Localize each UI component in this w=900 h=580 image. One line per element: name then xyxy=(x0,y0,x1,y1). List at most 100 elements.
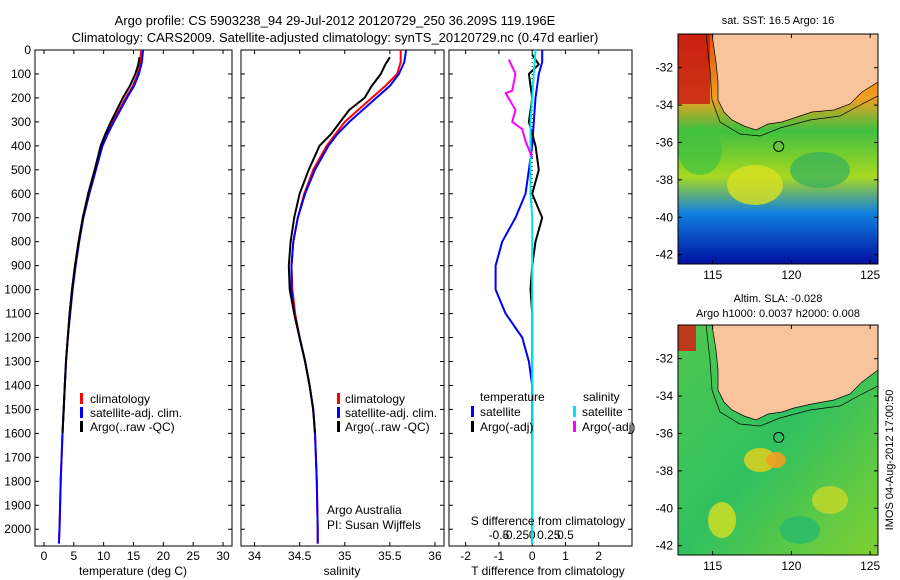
land-mass xyxy=(711,325,878,421)
x-tick-label: 36 xyxy=(428,549,442,563)
shelf-contour xyxy=(705,325,878,427)
map-y-tick-label: -40 xyxy=(656,501,674,515)
legend-label-satellite: satellite-adj. clim. xyxy=(345,406,437,420)
series-line-argo-raw-qc xyxy=(61,57,141,434)
legend-label-t-argo: Argo(-adj) xyxy=(480,420,533,434)
x-tick-label: 35.5 xyxy=(378,549,402,563)
x-tick-label: -1 xyxy=(494,549,505,563)
legend-label-argo: Argo(..raw -QC) xyxy=(345,420,430,434)
series-line-argo-raw-qc xyxy=(287,56,391,434)
y-tick-label: 2000 xyxy=(4,522,31,536)
y-tick-label: 200 xyxy=(11,91,31,105)
y-tick-label: 1500 xyxy=(4,402,31,416)
s-tick-label: -0.5 xyxy=(489,528,510,542)
x-tick-label: 25 xyxy=(187,549,201,563)
legend-label-s-satellite: satellite xyxy=(582,405,623,419)
sla-patch-teal xyxy=(780,516,820,544)
y-tick-label: 1800 xyxy=(4,474,31,488)
legend-label-t-satellite: satellite xyxy=(480,405,521,419)
legend-swatch-climatology xyxy=(337,393,340,404)
map-x-tick-label: 115 xyxy=(703,559,722,573)
legend-swatch-satellite xyxy=(80,407,83,418)
x-tick-label: 34.5 xyxy=(288,549,312,563)
series-line-temperature-satellite xyxy=(494,50,544,544)
sla-map-x-ticks: 115 120 125 xyxy=(703,325,880,573)
salinity-xlabel: salinity xyxy=(324,564,361,578)
map-y-tick-label: -40 xyxy=(656,210,674,224)
x-tick-label: 5 xyxy=(70,549,77,563)
legend-label-satellite: satellite-adj. clim. xyxy=(90,406,182,420)
legend-swatch-t-satellite xyxy=(471,406,474,417)
s-tick-label: 0.5 xyxy=(557,528,574,542)
salinity-legend: climatology satellite-adj. clim. Argo(..… xyxy=(337,392,437,434)
series-line-satellite-adj-clim xyxy=(290,50,408,544)
map-x-tick-label: 120 xyxy=(781,268,801,282)
sla-map-frame xyxy=(677,324,879,556)
difference-axes-frame xyxy=(448,49,633,547)
sst-coastal-hot xyxy=(678,34,710,104)
difference-panel: -2 -1 0 1 2 -0.5-0.25 00.250.5 S difference f… xyxy=(448,49,635,578)
temperature-legend: climatology satellite-adj. clim. Argo(..… xyxy=(80,392,182,434)
y-tick-label: 1000 xyxy=(4,283,31,297)
sla-patch-yellow-1 xyxy=(744,448,776,472)
y-tick-label: 1300 xyxy=(4,354,31,368)
legend-label-climatology: climatology xyxy=(345,392,405,406)
sst-map-title: sat. SST: 16.5 Argo: 16 xyxy=(722,15,835,27)
y-tick-label: 100 xyxy=(11,67,31,81)
map-x-tick-label: 125 xyxy=(860,559,880,573)
y-tick-label: 1900 xyxy=(4,498,31,512)
temperature-xlabel: temperature (deg C) xyxy=(79,564,187,578)
sst-warm-eddy xyxy=(727,165,783,205)
y-tick-label: 1700 xyxy=(4,450,31,464)
y-tick-label: 1400 xyxy=(4,378,31,392)
x-tick-label: 20 xyxy=(157,549,171,563)
map-y-tick-label: -36 xyxy=(656,426,674,440)
x-tick-label: -2 xyxy=(460,549,471,563)
sla-patch-orange xyxy=(766,452,786,468)
argo-location-marker xyxy=(773,140,785,152)
map-x-tick-label: 115 xyxy=(703,268,722,282)
map-y-tick-label: -32 xyxy=(656,61,674,75)
salinity-x-ticks: 34 34.5 35 35.5 36 xyxy=(248,50,442,563)
figure-title-line2: Climatology: CARS2009. Satellite-adjuste… xyxy=(72,30,599,45)
map-x-tick-label: 120 xyxy=(781,559,801,573)
sla-patch-yellow-2 xyxy=(708,502,736,538)
y-tick-label: 300 xyxy=(11,115,31,129)
sst-map-y-ticks: -32 -34 -36 -38 -40 -42 xyxy=(656,61,878,262)
y-tick-label: 1600 xyxy=(4,426,31,440)
sst-map-panel: sat. SST: 16.5 Argo: 16 -32-34-36-38-40-… xyxy=(656,15,881,282)
map-y-tick-label: -36 xyxy=(656,135,674,149)
difference-lines xyxy=(494,50,544,544)
legend-title-salinity: salinity xyxy=(583,390,620,404)
series-line-salinity-satellite xyxy=(529,50,537,544)
legend-label-climatology: climatology xyxy=(90,392,150,406)
y-tick-label: 400 xyxy=(11,139,31,153)
map-y-tick-label: -34 xyxy=(656,389,674,403)
x-tick-label: 35 xyxy=(338,549,352,563)
t-difference-label: T difference from climatology xyxy=(471,564,625,578)
map-y-tick-label: -32 xyxy=(656,352,674,366)
sst-map-x-ticks: 115 120 125 xyxy=(703,34,880,282)
legend-swatch-argo xyxy=(80,421,83,432)
sst-map-frame xyxy=(677,33,879,265)
temperature-lines xyxy=(57,50,145,544)
land-mass xyxy=(711,34,878,131)
salinity-y-ticks xyxy=(241,49,444,530)
sla-corner-red xyxy=(678,325,696,351)
sst-green-patch xyxy=(678,125,722,175)
legend-label-s-argo: Argo(-adj) xyxy=(582,420,635,434)
legend-swatch-climatology xyxy=(80,393,83,404)
x-tick-label: 10 xyxy=(97,549,111,563)
s-tick-label: 0.25 xyxy=(537,528,561,542)
difference-legend-salinity: salinity satellite Argo(-adj) xyxy=(573,390,635,434)
map-y-tick-label: -38 xyxy=(656,173,674,187)
sla-map-panel: Altim. SLA: -0.028 Argo h1000: 0.0037 h2… xyxy=(656,293,881,573)
map-y-tick-label: -38 xyxy=(656,464,674,478)
y-tick-label: 1200 xyxy=(4,331,31,345)
y-tick-label: 900 xyxy=(11,259,31,273)
imos-timestamp: IMOS 04-Aug-2012 17:00:50 xyxy=(884,390,896,531)
sla-map-title-line1: Altim. SLA: -0.028 xyxy=(734,293,823,305)
x-tick-label: 0 xyxy=(529,549,536,563)
map-y-tick-label: -42 xyxy=(656,539,674,553)
x-tick-label: 34 xyxy=(248,549,262,563)
